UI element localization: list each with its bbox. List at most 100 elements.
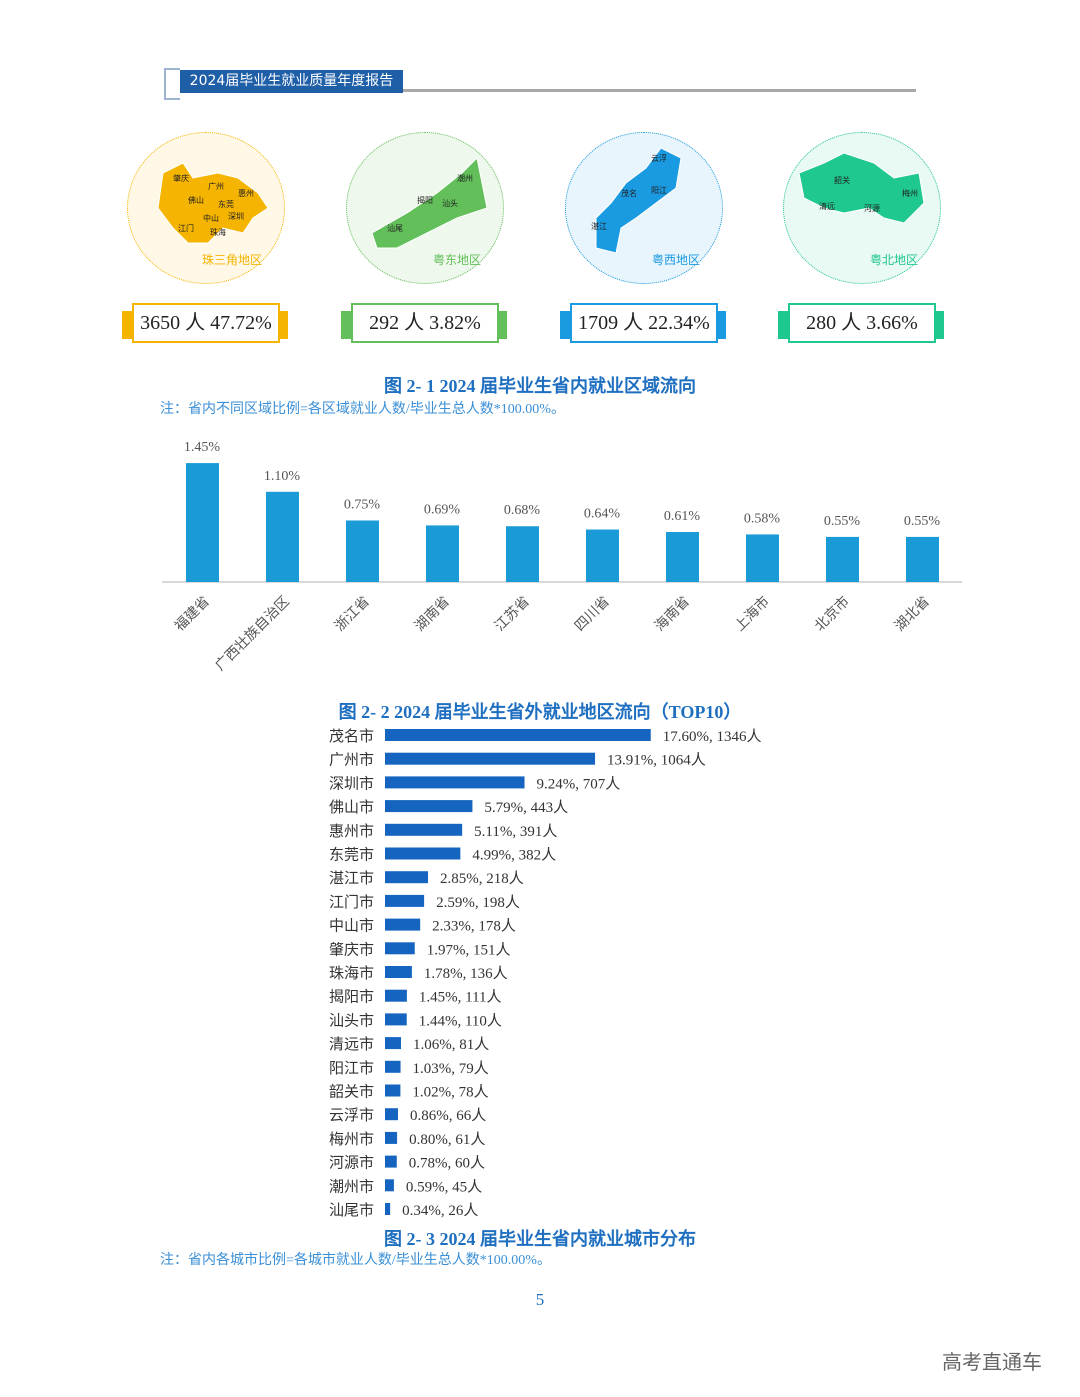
bar-上海市 [746, 534, 779, 582]
category-label: 佛山市 [329, 799, 374, 816]
region-map-shape [595, 147, 682, 254]
data-label: 2.33%, 178人 [432, 918, 516, 935]
bar-茂名市 [385, 729, 651, 741]
box-tab-right [497, 311, 507, 339]
region-map-circle: 潮州 揭阳 汕头 汕尾 粤东地区 [346, 132, 504, 284]
category-label: 河源市 [329, 1155, 374, 1172]
bar-河源市 [385, 1155, 397, 1168]
bar-潮州市 [385, 1179, 394, 1192]
fig3-caption: 图 2- 3 2024 届毕业生省内就业城市分布 [384, 1229, 696, 1249]
map-city-label: 湛江 [591, 222, 607, 231]
bar-阳江市 [385, 1060, 401, 1073]
data-label: 0.69% [424, 502, 461, 517]
data-label: 5.11%, 391人 [474, 823, 557, 840]
region-value: 3650 人 47.72% [132, 303, 280, 343]
data-label: 0.61% [664, 509, 701, 524]
data-label: 1.03%, 79人 [413, 1060, 489, 1077]
map-city-label: 阳江 [651, 186, 667, 195]
data-label: 0.64% [584, 507, 621, 522]
category-label: 江门市 [329, 894, 374, 911]
region-map-shape [157, 162, 269, 244]
data-label: 0.86%, 66人 [410, 1107, 486, 1124]
data-label: 17.60%, 1346人 [663, 728, 762, 745]
data-label: 1.78%, 136人 [424, 965, 508, 982]
watermark: 高考直通车 [942, 1350, 1042, 1374]
bar-韶关市 [385, 1084, 401, 1097]
category-label: 阳江市 [329, 1060, 374, 1077]
category-label: 中山市 [329, 918, 374, 935]
bar-珠海市 [385, 966, 412, 978]
category-label: 东莞市 [329, 847, 374, 864]
bar-江苏省 [506, 526, 539, 582]
data-label: 0.78%, 60人 [409, 1155, 485, 1172]
category-label: 惠州市 [329, 823, 374, 840]
category-label: 潮州市 [329, 1178, 374, 1195]
category-label: 珠海市 [329, 965, 374, 982]
map-city-label: 梅州 [902, 189, 918, 198]
bar-清远市 [385, 1037, 402, 1050]
bar-福建省 [186, 463, 219, 582]
map-city-label: 中山 [203, 214, 219, 223]
data-label: 1.02%, 78人 [412, 1084, 488, 1101]
data-label: 13.91%, 1064人 [607, 752, 706, 769]
map-city-label: 肇庆 [173, 174, 189, 183]
region-map-circle: 肇庆 广州 惠州 佛山 东莞 中山 深圳 江门 珠海 珠三角地区 [127, 132, 285, 284]
bar-云浮市 [385, 1108, 398, 1121]
data-label: 1.97%, 151人 [427, 941, 511, 958]
bar-广州市 [385, 752, 596, 765]
bar-湖北省 [906, 536, 939, 582]
bar-湛江市 [385, 871, 429, 884]
box-tab-left [778, 311, 788, 339]
data-label: 1.06%, 81人 [413, 1036, 489, 1053]
region-value: 280 人 3.66% [788, 303, 936, 343]
bar-广西壮族自治区 [266, 491, 299, 582]
data-label: 0.55% [824, 514, 861, 529]
box-tab-right [278, 311, 288, 339]
bar-四川省 [586, 529, 619, 582]
map-city-label: 佛山 [188, 196, 204, 205]
region-name: 粤北地区 [869, 253, 918, 267]
category-label: 汕尾市 [329, 1202, 374, 1219]
bar-湖南省 [426, 525, 459, 582]
category-label: 韶关市 [329, 1084, 374, 1101]
bar-肇庆市 [385, 942, 415, 955]
box-tab-left [122, 311, 132, 339]
data-label: 0.55% [904, 514, 941, 529]
data-label: 0.75% [344, 498, 381, 513]
bar-揭阳市 [385, 989, 407, 1002]
region-value-box: 280 人 3.66% [778, 303, 944, 343]
report-title: 2024届毕业生就业质量年度报告 [180, 70, 403, 93]
bar-惠州市 [385, 823, 463, 836]
category-label: 广州市 [329, 752, 374, 769]
fig1-note: 注：省内不同区域比例=各区域就业人数/毕业生总人数*100.00%。 [160, 402, 565, 417]
map-city-label: 清远 [819, 202, 835, 211]
category-label: 云浮市 [329, 1107, 374, 1124]
map-city-label: 惠州 [238, 189, 254, 198]
data-label: 1.45%, 111人 [419, 989, 502, 1006]
bar-深圳市 [385, 776, 525, 789]
region-name: 粤东地区 [432, 253, 481, 267]
box-tab-left [560, 311, 570, 339]
region-value-box: 3650 人 47.72% [122, 303, 288, 343]
data-label: 0.59%, 45人 [406, 1178, 482, 1195]
fig1-caption: 图 2- 1 2024 届毕业生省内就业区域流向 [384, 376, 696, 396]
category-label: 湛江市 [329, 870, 374, 887]
bar-佛山市 [385, 800, 473, 813]
map-city-label: 揭阳 [417, 196, 433, 205]
category-label: 深圳市 [329, 775, 374, 792]
data-label: 0.34%, 26人 [402, 1202, 478, 1219]
data-label: 0.68% [504, 503, 541, 518]
data-label: 1.10% [264, 469, 301, 484]
province-bar-chart: 1.45%福建省1.10%广西壮族自治区0.75%浙江省0.69%湖南省0.68… [162, 440, 962, 674]
bar-北京市 [826, 536, 859, 582]
category-label: 梅州市 [329, 1131, 374, 1148]
box-tab-right [934, 311, 944, 339]
category-label: 茂名市 [329, 728, 374, 745]
region-map-shape [371, 156, 488, 249]
data-label: 0.58% [744, 511, 781, 526]
region-name: 珠三角地区 [201, 253, 262, 267]
bar-东莞市 [385, 847, 461, 860]
map-city-label: 云浮 [651, 154, 667, 163]
region-value: 1709 人 22.34% [570, 303, 718, 343]
